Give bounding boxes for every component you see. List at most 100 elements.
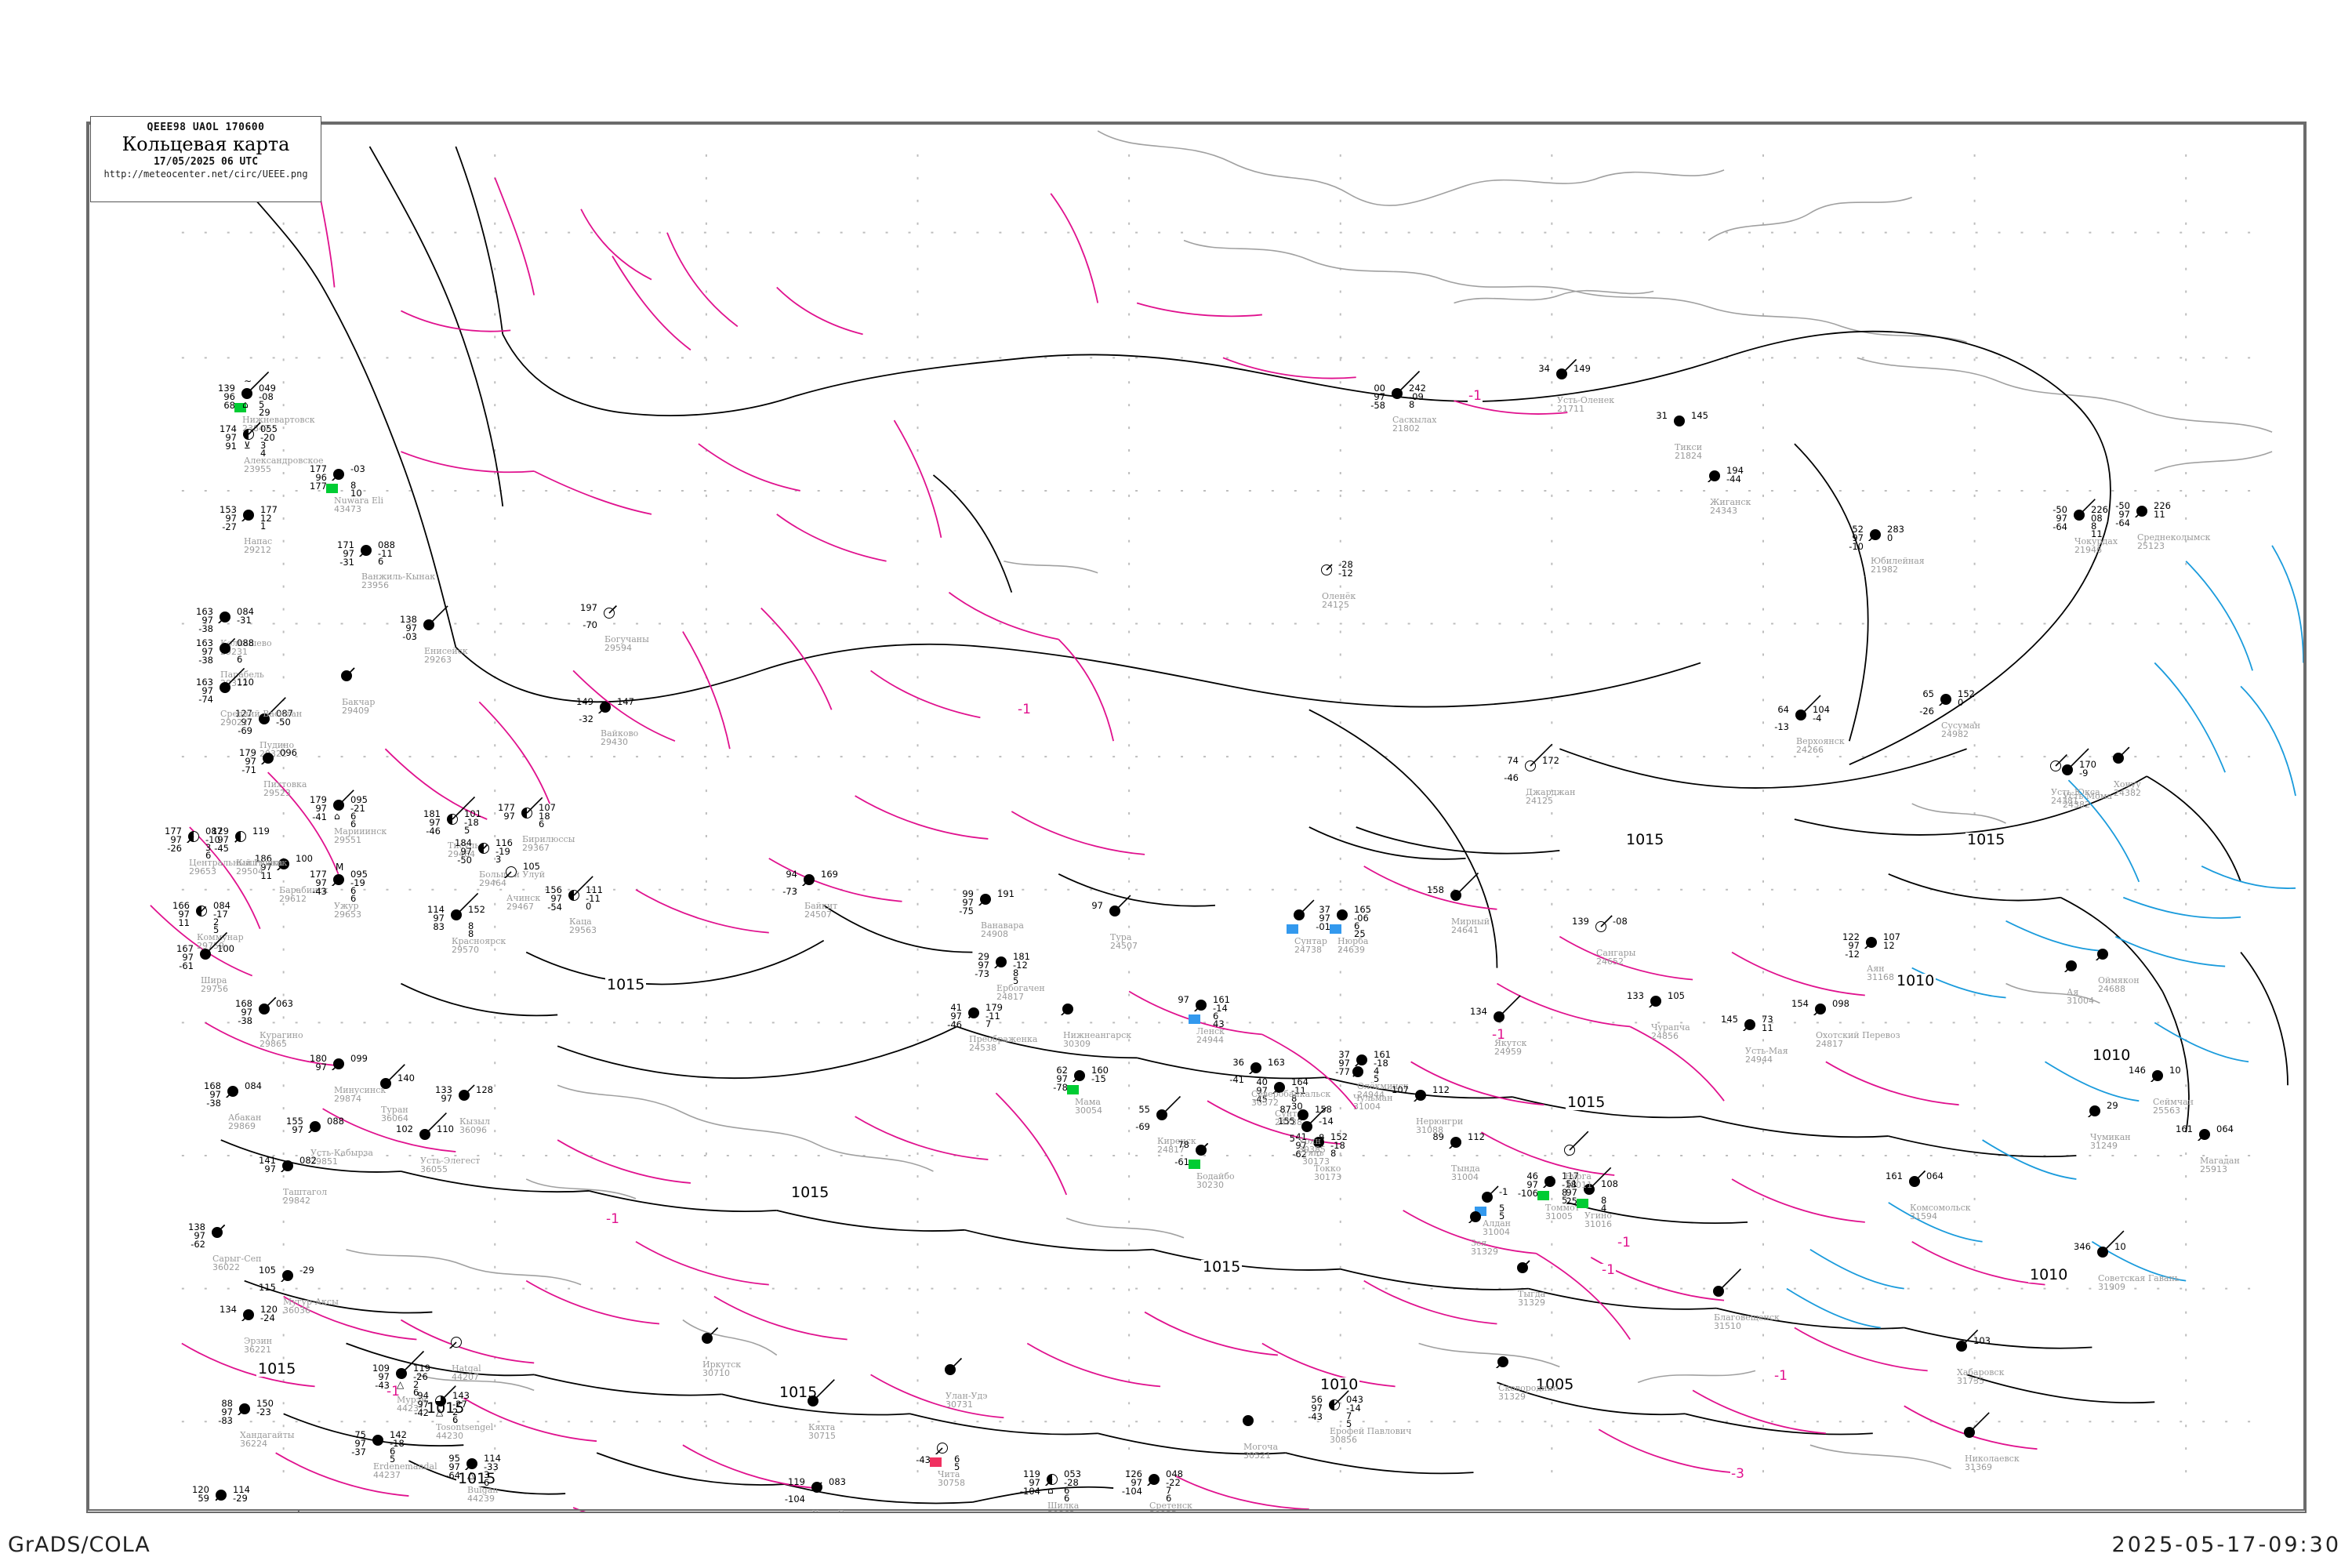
temperature-value: 158 [1427, 884, 1444, 895]
station-id: 29842 [283, 1196, 310, 1206]
pressure-value: 043 [1346, 1394, 1363, 1405]
pressure-tendency-value: -11 [378, 548, 393, 559]
pressure-tendency-value: 0 [1958, 697, 1964, 708]
cloud-low-value: 8 [1291, 1093, 1298, 1104]
pressure-value: 161 [1374, 1049, 1391, 1060]
station-name: Чита [938, 1469, 960, 1479]
pressure-value: 104 [1813, 704, 1830, 715]
dewpoint-value: -78 [1053, 1082, 1068, 1093]
precipitation-marker-icon [1577, 1199, 1588, 1208]
station-id: 30710 [702, 1368, 730, 1378]
station-id: 44207 [452, 1372, 479, 1382]
cloud-cover-icon [521, 808, 532, 818]
humidity-value: 97 [550, 893, 562, 904]
station-name: Чурапча [1651, 1022, 1690, 1033]
isallobar-label: -1 [1773, 1368, 1788, 1384]
station-name: Чумикан [2090, 1132, 2131, 1142]
pressure-tendency-value: -28 [1064, 1477, 1079, 1488]
cloud-cover-icon [1595, 921, 1606, 932]
pressure-value: 082 [299, 1155, 317, 1166]
station-name: Преображенка [969, 1034, 1038, 1044]
humidity-value: 97 [343, 548, 354, 559]
temperature-value: 155 [1278, 1116, 1295, 1127]
precipitation-marker-icon [930, 1457, 942, 1467]
cloud-cover-icon [1450, 890, 1461, 901]
station-id: 24266 [1796, 745, 1824, 755]
station-id: 21824 [1675, 451, 1702, 461]
cloud-cover-icon [1870, 529, 1881, 540]
dewpoint-value: -38 [238, 1015, 252, 1026]
temperature-value: 138 [188, 1221, 205, 1232]
dewpoint-value: -43 [312, 886, 327, 897]
cloud-cover-icon [1352, 1066, 1363, 1077]
temperature-value: 184 [455, 837, 472, 848]
station-id: 29874 [334, 1094, 361, 1104]
humidity-value: 97 [448, 1461, 460, 1472]
pressure-tendency-value: -06 [1354, 913, 1369, 924]
temperature-value: 89 [1432, 1131, 1444, 1142]
station-name: Усть-Мома [2063, 791, 2112, 801]
cloud-extra-value: 5 [1499, 1210, 1505, 1221]
pressure-value: 10 [2114, 1241, 2126, 1252]
cloud-low-value: 5 [1499, 1203, 1505, 1214]
cloud-cover-icon [1298, 1109, 1308, 1120]
station-id: 29570 [452, 945, 479, 955]
station-name: Ербогачен [996, 983, 1045, 993]
pressure-value: 100 [296, 853, 313, 864]
humidity-value: 97 [978, 960, 989, 971]
cloud-cover-icon [1744, 1019, 1755, 1030]
humidity-value: 97 [950, 1011, 962, 1022]
dewpoint-value: -38 [206, 1098, 221, 1109]
pressure-tendency-value: -21 [350, 803, 365, 814]
pressure-value: 163 [1268, 1057, 1285, 1068]
cloud-cover-icon [1062, 1004, 1073, 1014]
dewpoint-value: -69 [1135, 1121, 1150, 1132]
humidity-value: 97 [315, 803, 327, 814]
precipitation-marker-icon [1537, 1191, 1549, 1200]
station-id: 24382 [2114, 788, 2141, 798]
humidity-value: 97 [201, 685, 213, 696]
cloud-cover-icon [435, 1396, 446, 1406]
station-name: Сунтар [1275, 1109, 1308, 1119]
cloud-cover-icon [2089, 1105, 2100, 1116]
station-id: 31735 [1957, 1376, 1984, 1386]
pressure-value: 29 [2107, 1100, 2118, 1111]
cloud-cover-icon [2113, 753, 2124, 764]
cloud-cover-icon [1482, 1192, 1493, 1203]
station-id: 36224 [240, 1439, 267, 1449]
cloud-cover-icon [1047, 1474, 1058, 1485]
station-name: Вайково [601, 728, 639, 739]
pressure-value: 142 [390, 1429, 407, 1440]
pressure-tendency-value: -08 [259, 391, 274, 402]
cloud-cover-icon [282, 1270, 293, 1281]
temperature-value: 52 [1852, 524, 1864, 535]
humidity-value: 97 [417, 1399, 429, 1410]
temperature-value: 149 [576, 696, 593, 707]
station-id: 29464 [448, 849, 475, 859]
station-name: Ленск [1196, 1026, 1225, 1036]
dewpoint-value: -41 [1229, 1074, 1244, 1085]
station-id: 36064 [381, 1113, 408, 1123]
temperature-value: 65 [1922, 688, 1934, 699]
pressure-tendency-value: -18 [1374, 1058, 1388, 1069]
isobar-label: 1015 [778, 1384, 819, 1401]
isallobars-negative [150, 169, 2045, 1512]
cloud-low-value: 6 [350, 885, 357, 896]
cloud-low-value: 8 [1409, 399, 1415, 410]
station-name: Бурга [1565, 1171, 1592, 1181]
pressure-value: 088 [237, 637, 254, 648]
dewpoint-value: -64 [2053, 521, 2067, 532]
cloud-extra-value: 29 [259, 407, 270, 418]
present-weather-icon: ⊻ [244, 440, 251, 451]
station-id: 30173 [1302, 1156, 1330, 1167]
humidity-value: 97 [433, 913, 445, 924]
pressure-value: 169 [821, 869, 838, 880]
humidity-value: 97 [221, 1406, 233, 1417]
cloud-low-value: 6 [237, 654, 243, 665]
cloud-low-value: 3 [484, 1469, 490, 1480]
temperature-value: 163 [196, 637, 213, 648]
cloud-cover-icon [1866, 937, 1877, 948]
cloud-cover-icon [1156, 1109, 1167, 1120]
cloud-low-value: 8 [1601, 1195, 1607, 1206]
temperature-value: 102 [396, 1123, 413, 1134]
